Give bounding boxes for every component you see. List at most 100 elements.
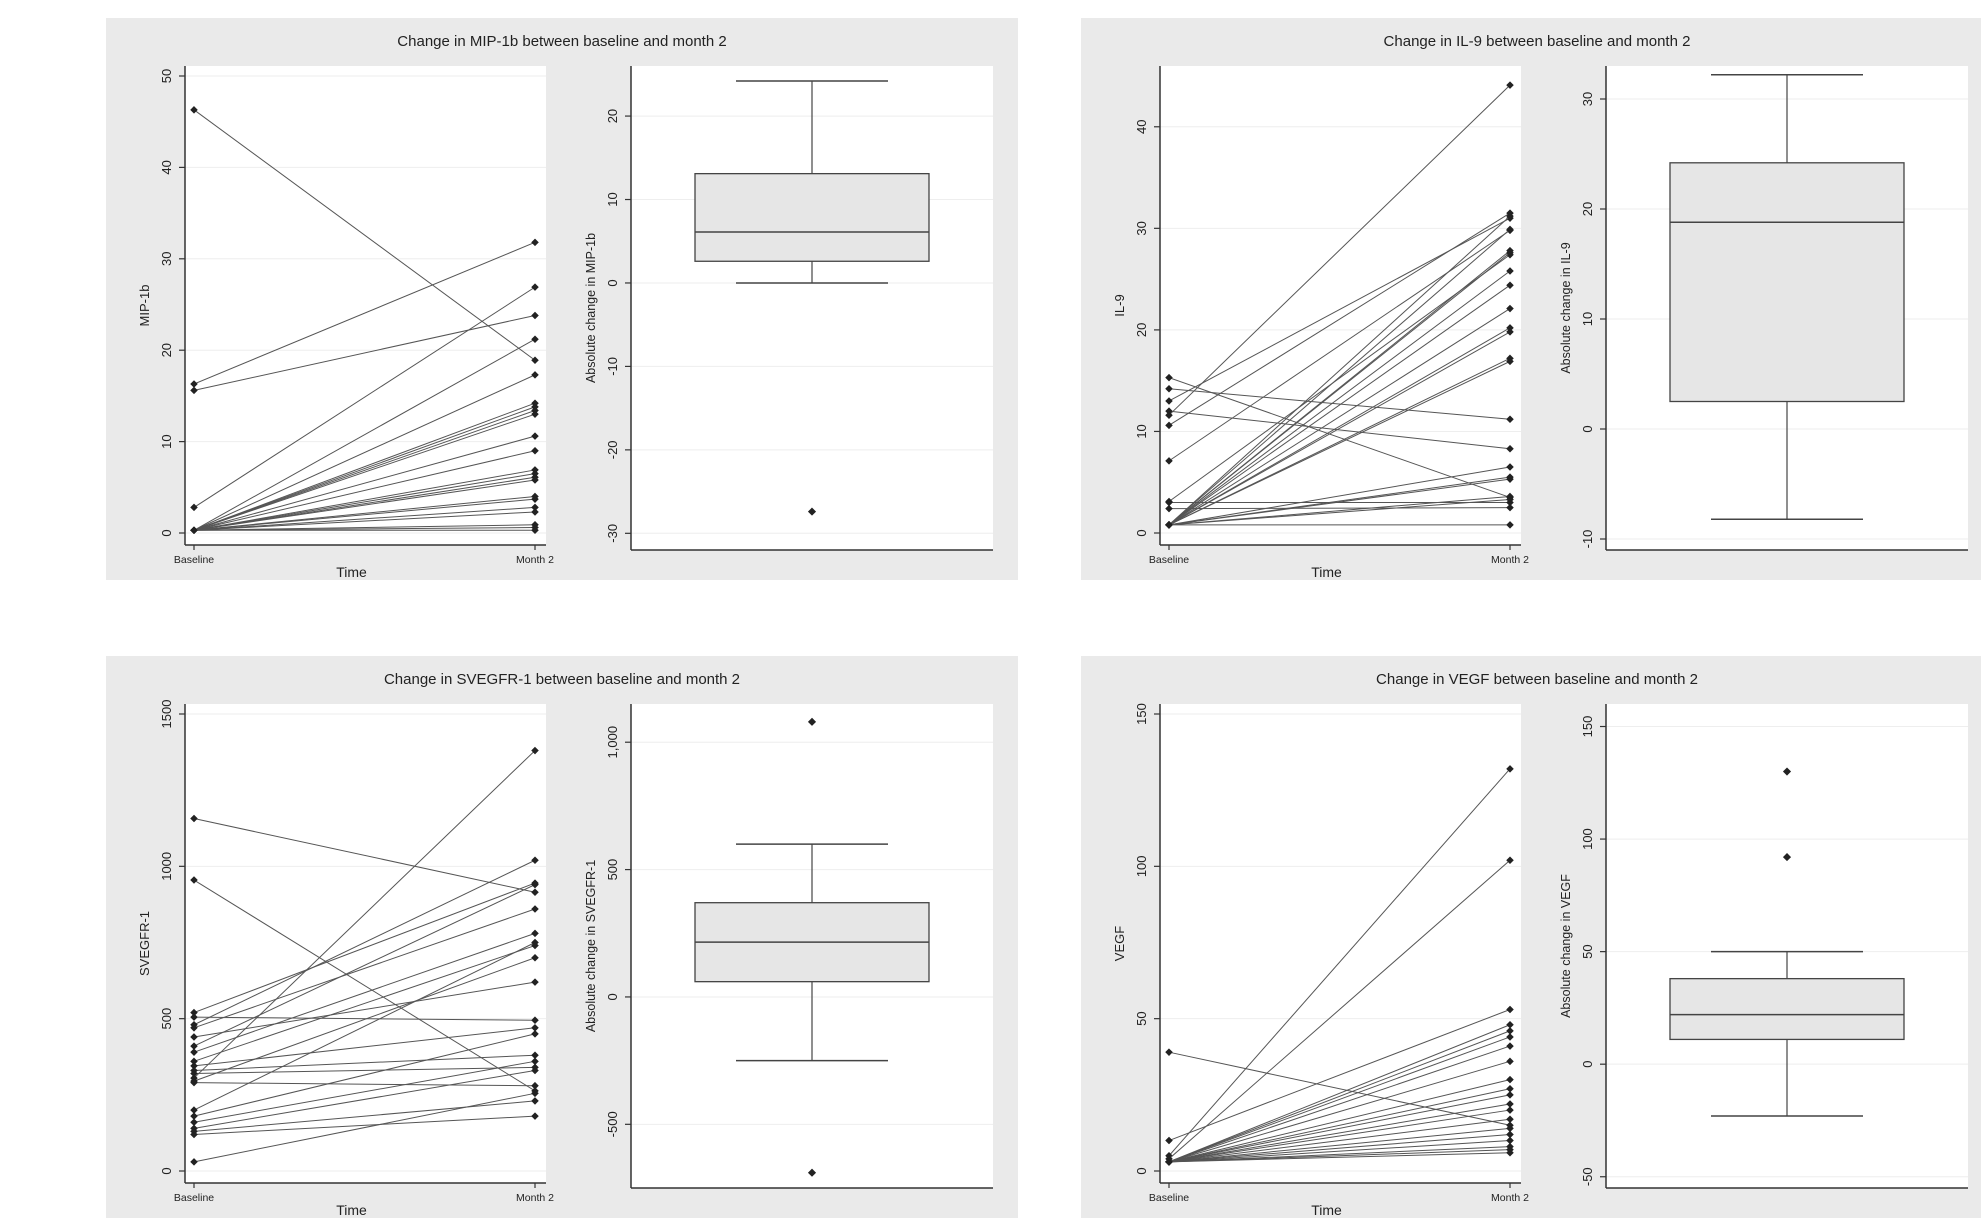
baseline-point (190, 1024, 198, 1032)
subject-line (1168, 1133, 1511, 1163)
subject-line (1168, 377, 1511, 498)
box-ytick-label: 20 (1580, 202, 1595, 216)
box-y-axis-label: Absolute change in VEGF (1559, 874, 1573, 1018)
month2-point (531, 508, 539, 516)
box-y-axis-label: Absolute change in IL-9 (1559, 242, 1573, 373)
month2-point (1506, 248, 1514, 257)
subject-line (193, 1033, 536, 1117)
month2-point (531, 938, 539, 947)
month2-point (531, 929, 539, 938)
chart-svg: Change in VEGF between baseline and mont… (1112, 671, 1968, 1218)
box-ytick-label: 0 (605, 993, 620, 1000)
subject-line (193, 469, 536, 531)
box-ytick-label: 10 (605, 192, 620, 206)
month2-point (531, 495, 539, 503)
baseline-point (1165, 457, 1173, 465)
subject-line (193, 945, 536, 1062)
box-ytick-label: 0 (1580, 425, 1595, 432)
subject-line (1168, 229, 1511, 462)
month2-point (531, 432, 539, 440)
baseline-point (190, 1013, 198, 1021)
panel-mip1b: Change in MIP-1b between baseline and mo… (106, 18, 1018, 580)
subject-line (193, 981, 536, 1038)
outlier-point (807, 1168, 817, 1177)
month2-point (531, 476, 539, 484)
subject-line (1168, 360, 1511, 526)
slope-xtick-label: Baseline (1149, 1192, 1189, 1204)
month2-point (531, 905, 539, 913)
box-ytick-label: 10 (1580, 312, 1595, 326)
box-ytick-label: 100 (1580, 828, 1595, 850)
slope-ytick-label: 50 (1134, 1011, 1149, 1025)
month2-point (531, 746, 539, 755)
iqr-box (1669, 162, 1905, 403)
month2-point (1506, 1148, 1514, 1157)
subject-line (193, 1092, 536, 1163)
subject-line (1168, 1118, 1511, 1163)
month2-point (531, 1112, 539, 1120)
outlier-point (807, 507, 817, 516)
month2-point (531, 335, 539, 343)
subject-line (193, 884, 536, 1047)
month2-point (531, 856, 539, 865)
subject-line (193, 374, 536, 531)
month2-point (531, 1089, 539, 1098)
month2-point (1506, 856, 1514, 865)
month2-point (1506, 1091, 1514, 1099)
subject-line (1168, 1140, 1511, 1163)
slope-ytick-label: 0 (1134, 1167, 1149, 1174)
month2-point (531, 356, 539, 365)
month2-point (531, 880, 539, 889)
month2-point (1506, 463, 1514, 471)
baseline-point (1165, 1048, 1173, 1056)
subject-line (193, 859, 536, 1026)
baseline-point (1165, 521, 1173, 529)
subject-line (1168, 1152, 1511, 1163)
subject-line (193, 1082, 536, 1087)
month2-point (531, 1057, 539, 1066)
subject-line (1168, 215, 1511, 526)
subject-line (1168, 1060, 1511, 1163)
box-ytick-label: -20 (605, 440, 620, 459)
slope-ytick-label: 500 (159, 1008, 174, 1030)
month2-point (1506, 357, 1514, 366)
slope-y-axis-label: MIP-1b (137, 285, 152, 327)
month2-point (1506, 503, 1514, 512)
month2-point (531, 888, 539, 896)
subject-line (193, 435, 536, 531)
baseline-point (1165, 1136, 1173, 1145)
subject-line (1168, 388, 1511, 420)
baseline-point (1165, 373, 1173, 382)
slope-plot-area (185, 66, 546, 545)
subject-line (1168, 498, 1511, 526)
month2-point (531, 1081, 539, 1090)
subject-line (193, 908, 536, 1029)
subject-line (193, 1027, 536, 1067)
subject-line (193, 314, 536, 391)
subject-line (193, 473, 536, 531)
month2-point (531, 446, 539, 455)
baseline-point (190, 1158, 198, 1166)
slope-xtick-label: Month 2 (516, 554, 554, 566)
month2-point (531, 978, 539, 986)
outlier-point (807, 717, 817, 726)
slope-ytick-label: 150 (1134, 703, 1149, 725)
slope-x-axis-label: Time (1311, 1202, 1342, 1218)
chart-svg: Change in SVEGFR-1 between baseline and … (137, 671, 993, 1218)
baseline-point (1165, 421, 1173, 430)
slope-ytick-label: 40 (1134, 120, 1149, 134)
month2-point (531, 1030, 539, 1038)
slope-y-axis-label: SVEGFR-1 (137, 911, 152, 976)
iqr-box (694, 172, 930, 262)
slope-xtick-label: Baseline (1149, 554, 1189, 566)
subject-line (193, 750, 536, 1079)
subject-line (1168, 507, 1511, 510)
month2-point (531, 238, 539, 247)
slope-y-axis-label: IL-9 (1112, 294, 1127, 316)
month2-point (1506, 1106, 1514, 1114)
month2-point (531, 371, 539, 379)
month2-point (1506, 1057, 1514, 1066)
box-y-axis-label: Absolute change in SVEGFR-1 (584, 860, 598, 1032)
subject-line (193, 1115, 536, 1135)
baseline-point (190, 1033, 198, 1041)
